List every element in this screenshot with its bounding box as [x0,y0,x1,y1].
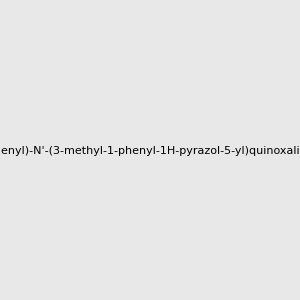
Text: N-(4-ethoxyphenyl)-N'-(3-methyl-1-phenyl-1H-pyrazol-5-yl)quinoxaline-2,3-diamine: N-(4-ethoxyphenyl)-N'-(3-methyl-1-phenyl… [0,146,300,157]
